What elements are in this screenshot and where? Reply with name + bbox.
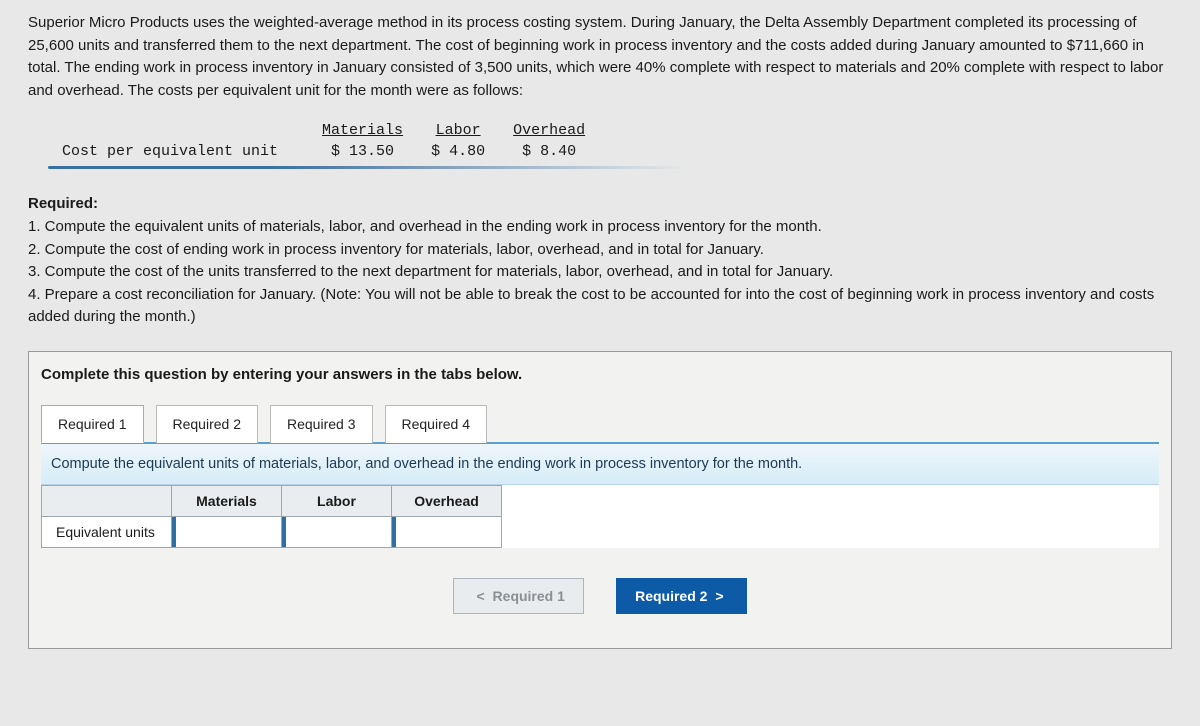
eq-col-overhead: Overhead <box>392 485 502 516</box>
tab-required-3[interactable]: Required 3 <box>270 405 373 443</box>
cost-per-equivalent-unit-table: Materials Labor Overhead Cost per equiva… <box>48 120 599 162</box>
col-header-overhead: Overhead <box>499 120 599 141</box>
required-list: 1. Compute the equivalent units of mater… <box>28 216 1172 329</box>
corner-cell <box>42 485 172 516</box>
tab-required-1[interactable]: Required 1 <box>41 405 144 443</box>
required-item-1: 1. Compute the equivalent units of mater… <box>28 216 1172 239</box>
tab-content: Compute the equivalent units of material… <box>41 442 1159 548</box>
required-item-4: 4. Prepare a cost reconciliation for Jan… <box>28 284 1172 329</box>
table-underline <box>48 166 688 169</box>
cost-labor: $ 4.80 <box>417 141 499 162</box>
panel-instruction: Complete this question by entering your … <box>41 366 1159 383</box>
col-header-labor: Labor <box>417 120 499 141</box>
required-item-2: 2. Compute the cost of ending work in pr… <box>28 239 1172 262</box>
problem-statement: Superior Micro Products uses the weighte… <box>28 12 1172 102</box>
tab-required-4[interactable]: Required 4 <box>385 405 488 443</box>
chevron-left-icon: < <box>472 588 488 604</box>
tab-required-2[interactable]: Required 2 <box>156 405 259 443</box>
required-item-3: 3. Compute the cost of the units transfe… <box>28 261 1172 284</box>
equivalent-units-table: Materials Labor Overhead Equivalent unit… <box>41 485 502 548</box>
eq-col-labor: Labor <box>282 485 392 516</box>
nav-row: < Required 1 Required 2 > <box>41 578 1159 614</box>
eq-row-label: Equivalent units <box>42 516 172 547</box>
eq-col-materials: Materials <box>172 485 282 516</box>
eq-input-materials[interactable] <box>172 516 282 547</box>
eq-input-overhead[interactable] <box>392 516 502 547</box>
tab-bar: Required 1 Required 2 Required 3 Require… <box>41 405 1159 443</box>
cost-materials: $ 13.50 <box>308 141 417 162</box>
prev-button: < Required 1 <box>453 578 583 614</box>
chevron-right-icon: > <box>711 588 727 604</box>
required-heading: Required: <box>28 195 1172 212</box>
cost-row-label: Cost per equivalent unit <box>48 141 308 162</box>
next-button-label: Required 2 <box>635 588 707 604</box>
next-button[interactable]: Required 2 > <box>616 578 746 614</box>
cost-overhead: $ 8.40 <box>499 141 599 162</box>
answer-panel: Complete this question by entering your … <box>28 351 1172 649</box>
col-header-materials: Materials <box>308 120 417 141</box>
eq-input-labor[interactable] <box>282 516 392 547</box>
tab-instruction: Compute the equivalent units of material… <box>41 444 1159 485</box>
prev-button-label: Required 1 <box>493 588 565 604</box>
